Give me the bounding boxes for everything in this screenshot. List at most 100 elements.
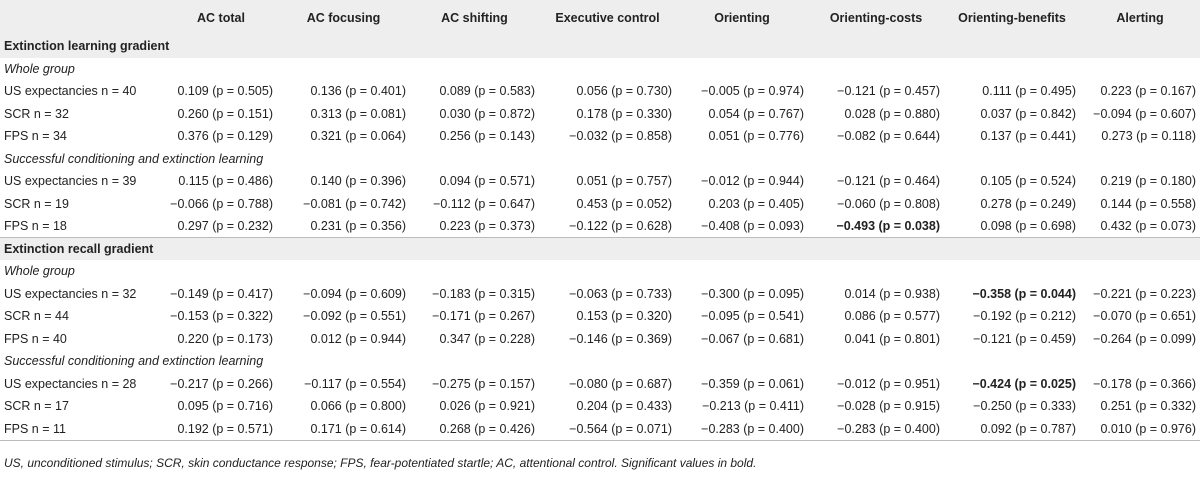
- table-cell: −0.063 (p = 0.733): [569, 286, 672, 301]
- table-cell: −0.183 (p = 0.315): [432, 286, 535, 301]
- table-cell: 0.086 (p = 0.577): [844, 309, 940, 324]
- table-cell: −0.122 (p = 0.628): [569, 219, 672, 233]
- table-cell: 0.010 (p = 0.976): [1080, 417, 1200, 441]
- row-label: SCR n = 44: [4, 309, 69, 324]
- header-cell: AC focusing: [306, 10, 381, 25]
- table-cell: 0.137 (p = 0.441): [980, 129, 1076, 144]
- row-label: SCR n = 19: [4, 196, 69, 211]
- table-cell: 0.094 (p = 0.571): [439, 174, 535, 189]
- table-cell: −0.424 (p = 0.025): [972, 376, 1076, 391]
- table-cell: 0.223 (p = 0.167): [1100, 84, 1196, 99]
- table-cell: −0.112 (p = 0.647): [433, 196, 535, 211]
- table-cell: −0.092 (p = 0.551): [303, 309, 406, 324]
- table-cell: 0.089 (p = 0.583): [439, 84, 535, 99]
- row-label: FPS n = 34: [4, 129, 67, 144]
- table-cell: 0.014 (p = 0.938): [844, 286, 940, 301]
- table-cell: −0.275 (p = 0.157): [432, 376, 535, 391]
- header-cell: Orienting-costs: [829, 10, 923, 25]
- table-cell: −0.081 (p = 0.742): [303, 196, 406, 211]
- row-label: US expectancies n = 40: [4, 84, 137, 99]
- table-row: FPS n = 34 0.376 (p = 0.129) 0.321 (p = 0.…: [0, 125, 1200, 148]
- table-cell: −0.005 (p = 0.974): [701, 84, 804, 99]
- table-cell: 0.231 (p = 0.356): [310, 219, 406, 233]
- table-cell: 0.178 (p = 0.330): [576, 106, 672, 121]
- table-cell: −0.032 (p = 0.858): [569, 129, 672, 144]
- table-cell: −0.283 (p = 0.400): [808, 417, 944, 441]
- table-cell: 0.256 (p = 0.143): [439, 129, 535, 144]
- table-cell: −0.178 (p = 0.366): [1093, 376, 1196, 391]
- subgroup-row: Whole group: [0, 260, 1200, 283]
- section-header-row: Extinction learning gradient: [0, 35, 1200, 58]
- table-cell: −0.171 (p = 0.267): [432, 309, 535, 324]
- table-cell: 0.297 (p = 0.232): [177, 219, 273, 233]
- table-cell: 0.223 (p = 0.373): [439, 219, 535, 233]
- row-label: US expectancies n = 28: [4, 376, 137, 391]
- header-cell-blank: [0, 0, 165, 35]
- table-cell: 0.153 (p = 0.320): [576, 309, 672, 324]
- header-cell: AC total: [197, 10, 245, 25]
- table-body: Extinction learning gradient Whole group U…: [0, 35, 1200, 441]
- table-cell: −0.359 (p = 0.061): [701, 376, 804, 391]
- subgroup-title: Successful conditioning and extinction l…: [4, 151, 264, 166]
- table-row: FPS n = 18 0.297 (p = 0.232) 0.231 (p = 0.…: [0, 215, 1200, 238]
- table-cell: −0.060 (p = 0.808): [837, 196, 940, 211]
- table-cell: 0.453 (p = 0.052): [576, 196, 672, 211]
- table-cell: −0.094 (p = 0.607): [1093, 106, 1196, 121]
- table-cell: 0.028 (p = 0.880): [844, 106, 940, 121]
- table-cell: 0.321 (p = 0.064): [310, 129, 406, 144]
- table-cell: −0.012 (p = 0.951): [837, 376, 940, 391]
- table-cell: −0.082 (p = 0.644): [837, 129, 940, 144]
- table-cell: 0.313 (p = 0.081): [310, 106, 406, 121]
- correlation-table: AC total AC focusing AC shifting Executive …: [0, 0, 1200, 441]
- table-row: SCR n = 44 −0.153 (p = 0.322) −0.092 (p = …: [0, 305, 1200, 328]
- table-cell: 0.012 (p = 0.944): [310, 331, 406, 346]
- table-row: US expectancies n = 40 0.109 (p = 0.505) 0…: [0, 80, 1200, 103]
- row-label: US expectancies n = 39: [4, 174, 137, 189]
- table-cell: −0.117 (p = 0.554): [304, 376, 406, 391]
- table-cell: −0.300 (p = 0.095): [701, 286, 804, 301]
- table-row: SCR n = 19 −0.066 (p = 0.788) −0.081 (p = …: [0, 193, 1200, 216]
- table-cell: 0.051 (p = 0.776): [708, 129, 804, 144]
- subgroup-row: Successful conditioning and extinction l…: [0, 350, 1200, 373]
- table-cell: 0.066 (p = 0.800): [310, 399, 406, 414]
- table-cell: −0.149 (p = 0.417): [170, 286, 273, 301]
- table-cell: −0.283 (p = 0.400): [676, 417, 808, 441]
- table-cell: −0.192 (p = 0.212): [973, 309, 1076, 324]
- table-cell: −0.067 (p = 0.681): [701, 331, 804, 346]
- table-cell: 0.030 (p = 0.872): [439, 106, 535, 121]
- table-header-row: AC total AC focusing AC shifting Executive …: [0, 0, 1200, 35]
- row-label: US expectancies n = 32: [4, 286, 137, 301]
- table-cell: 0.220 (p = 0.173): [177, 331, 273, 346]
- table-cell: 0.251 (p = 0.332): [1100, 399, 1196, 414]
- table-cell: 0.115 (p = 0.486): [178, 174, 273, 189]
- header-cell: AC shifting: [441, 10, 508, 25]
- table-cell: 0.144 (p = 0.558): [1100, 196, 1196, 211]
- table-cell: 0.095 (p = 0.716): [177, 399, 273, 414]
- table-cell: 0.026 (p = 0.921): [439, 399, 535, 414]
- row-label: SCR n = 32: [4, 106, 69, 121]
- table-cell: −0.094 (p = 0.609): [303, 286, 406, 301]
- table-cell: −0.564 (p = 0.071): [539, 417, 676, 441]
- table-cell: 0.051 (p = 0.757): [576, 174, 672, 189]
- table-cell: 0.268 (p = 0.426): [410, 417, 539, 441]
- table-cell: −0.070 (p = 0.651): [1093, 309, 1196, 324]
- table-cell: −0.028 (p = 0.915): [837, 399, 940, 414]
- table-cell: 0.092 (p = 0.787): [944, 417, 1080, 441]
- table-cell: 0.171 (p = 0.614): [277, 417, 410, 441]
- table-row: US expectancies n = 39 0.115 (p = 0.486) 0…: [0, 170, 1200, 193]
- table-cell: −0.146 (p = 0.369): [569, 331, 672, 346]
- table-cell: 0.098 (p = 0.698): [980, 219, 1076, 233]
- subgroup-row: Successful conditioning and extinction l…: [0, 148, 1200, 171]
- table-cell: −0.012 (p = 0.944): [701, 174, 804, 189]
- row-label: SCR n = 17: [4, 399, 69, 414]
- table-cell: 0.136 (p = 0.401): [310, 84, 406, 99]
- table-cell: 0.278 (p = 0.249): [980, 196, 1076, 211]
- table-cell: 0.109 (p = 0.505): [177, 84, 273, 99]
- table-row: FPS n = 40 0.220 (p = 0.173) 0.012 (p = 0.…: [0, 328, 1200, 351]
- table-cell: −0.095 (p = 0.541): [701, 309, 804, 324]
- row-label: FPS n = 40: [4, 331, 67, 346]
- table-cell: 0.054 (p = 0.767): [708, 106, 804, 121]
- table-cell: −0.121 (p = 0.457): [837, 84, 940, 99]
- table-cell: 0.111 (p = 0.495): [982, 84, 1076, 99]
